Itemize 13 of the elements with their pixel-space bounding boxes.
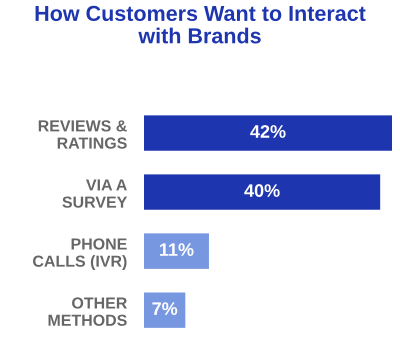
bar — [144, 292, 186, 328]
data-label: 42% — [250, 125, 286, 138]
data-label: 11% — [160, 243, 194, 256]
data-label: 7% — [152, 302, 178, 315]
y-tick-label: OTHER METHODS — [48, 297, 128, 326]
data-label: 40% — [244, 184, 280, 197]
y-tick-label: VIA A SURVEY — [62, 179, 128, 208]
bar — [144, 174, 380, 210]
bar — [144, 233, 209, 269]
bar — [144, 115, 392, 151]
y-tick-label: REVIEWS & RATINGS — [38, 120, 127, 149]
chart-title: How Customers Want to Interact with Brands — [36, 6, 366, 44]
y-tick-label: PHONE CALLS (IVR) — [33, 238, 127, 270]
